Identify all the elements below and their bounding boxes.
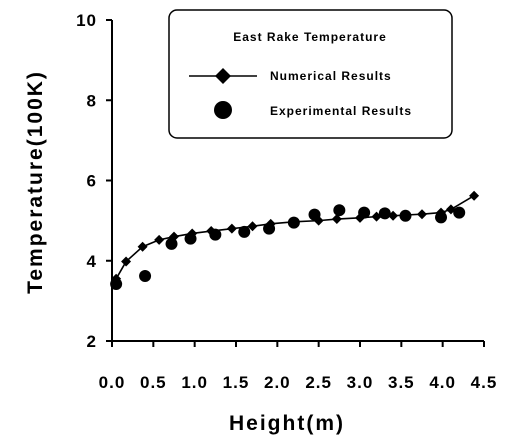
x-tick-label: 0.5 <box>140 373 167 392</box>
y-tick-label: 6 <box>87 172 97 191</box>
y-axis-ticks: 2 4 6 8 10 <box>76 11 112 351</box>
x-axis-ticks: 0.0 0.5 1.0 1.5 2.0 2.5 3.0 3.5 4.0 4.5 <box>99 341 498 392</box>
legend-diamond-marker <box>215 68 231 84</box>
numerical-results-point <box>154 234 165 245</box>
y-tick-label: 8 <box>87 91 97 110</box>
numerical-results-point <box>247 221 258 232</box>
experimental-results-point <box>184 232 197 245</box>
y-tick-label: 4 <box>87 252 97 271</box>
experimental-results-point <box>110 278 123 291</box>
experimental-results-point <box>209 228 222 241</box>
x-tick-label: 3.5 <box>388 373 415 392</box>
x-tick-label: 3.0 <box>347 373 374 392</box>
x-tick-label: 2.0 <box>264 373 291 392</box>
y-tick-label: 2 <box>87 332 97 351</box>
legend-box <box>168 9 453 139</box>
legend-circle-marker <box>214 101 232 119</box>
experimental-results-point <box>333 204 346 217</box>
x-tick-label: 2.5 <box>305 373 332 392</box>
numerical-results-series <box>111 190 480 284</box>
experimental-results-series <box>110 204 466 291</box>
experimental-results-point <box>435 211 448 224</box>
y-tick-label: 10 <box>76 11 97 30</box>
experimental-results-point <box>378 207 391 220</box>
numerical-results-point <box>121 256 132 267</box>
experimental-results-point <box>399 209 412 222</box>
x-tick-label: 1.5 <box>223 373 250 392</box>
experimental-results-point <box>263 222 276 235</box>
experimental-results-point <box>358 206 371 219</box>
numerical-results-point <box>469 190 480 201</box>
x-axis-title: Height(m) <box>229 412 345 435</box>
legend: East Rake Temperature Numerical Results … <box>168 9 453 139</box>
experimental-results-point <box>238 225 251 238</box>
legend-entry-numerical: Numerical Results <box>270 69 392 83</box>
y-axis-title: Temperature(100K) <box>24 70 47 294</box>
x-tick-label: 4.5 <box>471 373 498 392</box>
legend-entry-experimental: Experimental Results <box>270 104 412 118</box>
numerical-results-point <box>226 223 237 234</box>
x-tick-label: 1.0 <box>181 373 208 392</box>
numerical-results-point <box>417 209 427 220</box>
experimental-results-point <box>287 216 300 229</box>
experimental-results-point <box>308 208 321 221</box>
numerical-results-point <box>137 241 148 252</box>
x-tick-label: 0.0 <box>99 373 126 392</box>
x-tick-label: 4.0 <box>429 373 456 392</box>
legend-title: East Rake Temperature <box>233 30 387 44</box>
numerical-results-point <box>331 214 342 225</box>
experimental-results-point <box>139 269 152 282</box>
experimental-results-point <box>165 237 178 250</box>
experimental-results-point <box>453 206 466 219</box>
